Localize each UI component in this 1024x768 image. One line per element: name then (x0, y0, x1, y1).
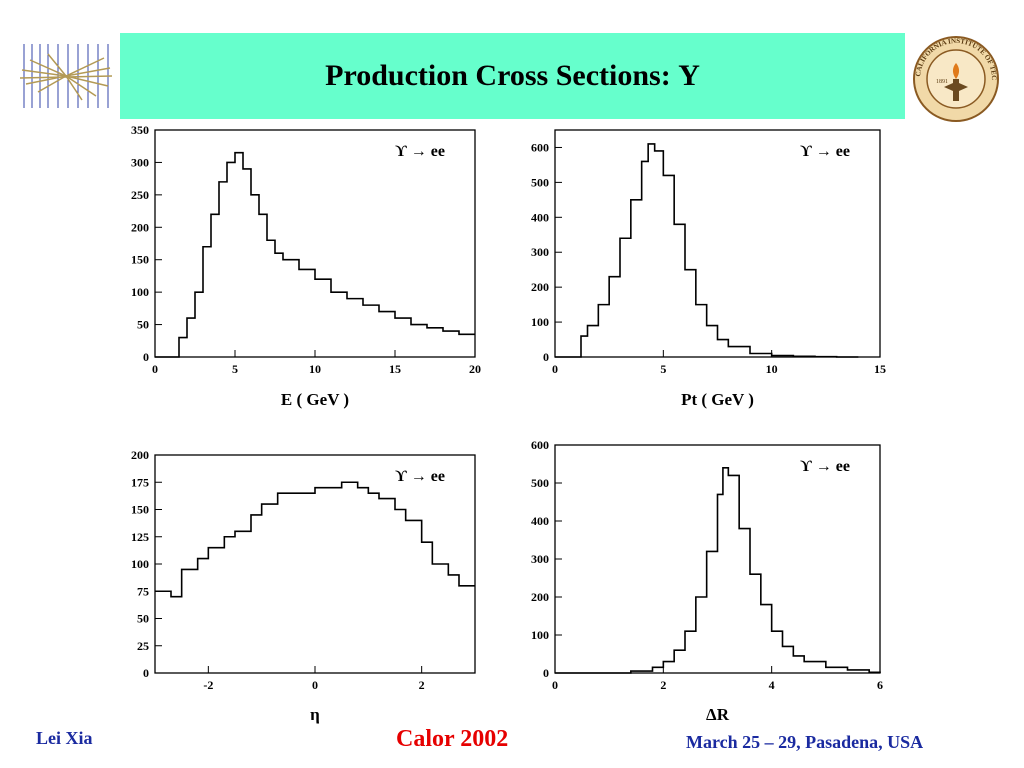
x-axis-label: E ( GeV ) (281, 390, 349, 409)
y-tick-label: 150 (131, 253, 149, 267)
y-tick-label: 350 (131, 123, 149, 137)
x-tick-label: 5 (660, 362, 666, 376)
y-tick-label: 0 (143, 666, 149, 680)
y-tick-label: 100 (531, 315, 549, 329)
x-tick-label: 4 (769, 678, 775, 692)
plot-frame (154, 129, 476, 358)
y-tick-label: 250 (131, 188, 149, 202)
legend-label: ϒ → ee (395, 468, 445, 485)
y-tick-label: 0 (543, 666, 549, 680)
y-tick-label: 100 (131, 285, 149, 299)
legend-label: ϒ → ee (800, 458, 850, 475)
plot-frame (554, 444, 881, 674)
title-bar: Production Cross Sections: Υ (120, 33, 905, 119)
y-tick-label: 25 (137, 639, 149, 653)
histogram-series (155, 151, 475, 358)
y-tick-label: 100 (131, 557, 149, 571)
y-tick-label: 500 (531, 476, 549, 490)
x-tick-label: 5 (232, 362, 238, 376)
chart-delta-r: 0 100 200 300 400 500 600 0 2 4 6 ϒ → ee ΔR (505, 435, 905, 735)
legend-label: ϒ → ee (800, 143, 850, 160)
x-axis-label: ΔR (706, 705, 730, 724)
x-tick-label: 0 (152, 362, 158, 376)
x-tick-label: 2 (660, 678, 666, 692)
caltech-seal: CALIFORNIA INSTITUTE OF TECHNOLOGY 1891 (907, 29, 1002, 123)
x-axis-label: Pt ( GeV ) (681, 390, 754, 409)
x-tick-label: 0 (552, 678, 558, 692)
legend-label: ϒ → ee (395, 143, 445, 160)
x-tick-label: -2 (203, 678, 213, 692)
svg-text:1891: 1891 (936, 79, 948, 85)
slide-title: Production Cross Sections: Υ (325, 59, 700, 92)
y-tick-label: 200 (531, 280, 549, 294)
x-tick-label: 0 (312, 678, 318, 692)
x-tick-label: 20 (469, 362, 481, 376)
x-tick-label: 10 (766, 362, 778, 376)
y-tick-label: 200 (131, 448, 149, 462)
x-axis-label: η (310, 705, 320, 724)
y-tick-label: 400 (531, 210, 549, 224)
y-tick-label: 0 (143, 350, 149, 364)
y-tick-label: 150 (131, 503, 149, 517)
footer-author: Lei Xia (36, 728, 93, 748)
footer-date-location: March 25 – 29, Pasadena, USA (686, 732, 924, 752)
x-tick-label: 10 (309, 362, 321, 376)
chart-energy: 0 50 100 150 200 250 300 350 0 5 10 15 20 ϒ → ee E ( G… (100, 120, 500, 425)
y-tick-label: 125 (131, 530, 149, 544)
y-tick-label: 200 (531, 590, 549, 604)
y-tick-label: 75 (137, 584, 149, 598)
x-tick-label: 15 (389, 362, 401, 376)
y-tick-label: 300 (131, 155, 149, 169)
y-tick-label: 400 (531, 514, 549, 528)
y-tick-label: 500 (531, 175, 549, 189)
histogram-series (555, 467, 881, 674)
chart-eta: 0 25 50 75 100 125 150 175 200 -2 0 2 ϒ → ee η (100, 435, 500, 735)
y-tick-label: 300 (531, 245, 549, 259)
y-tick-label: 100 (531, 628, 549, 642)
y-tick-label: 175 (131, 475, 149, 489)
y-tick-label: 300 (531, 552, 549, 566)
histogram-series (155, 481, 475, 598)
plot-frame (554, 129, 881, 358)
detector-logo (18, 40, 114, 112)
x-tick-label: 2 (419, 678, 425, 692)
x-tick-label: 0 (552, 362, 558, 376)
footer-conference: Calor 2002 (396, 726, 509, 752)
y-tick-label: 50 (137, 318, 149, 332)
y-tick-label: 0 (543, 350, 549, 364)
y-tick-label: 600 (531, 140, 549, 154)
histogram-series (555, 143, 859, 358)
x-tick-label: 6 (877, 678, 883, 692)
chart-pt: 0 100 200 300 400 500 600 0 5 10 15 ϒ → ee Pt ( GeV … (505, 120, 905, 425)
y-tick-label: 50 (137, 612, 149, 626)
x-tick-label: 15 (874, 362, 886, 376)
y-tick-label: 600 (531, 438, 549, 452)
y-tick-label: 200 (131, 220, 149, 234)
